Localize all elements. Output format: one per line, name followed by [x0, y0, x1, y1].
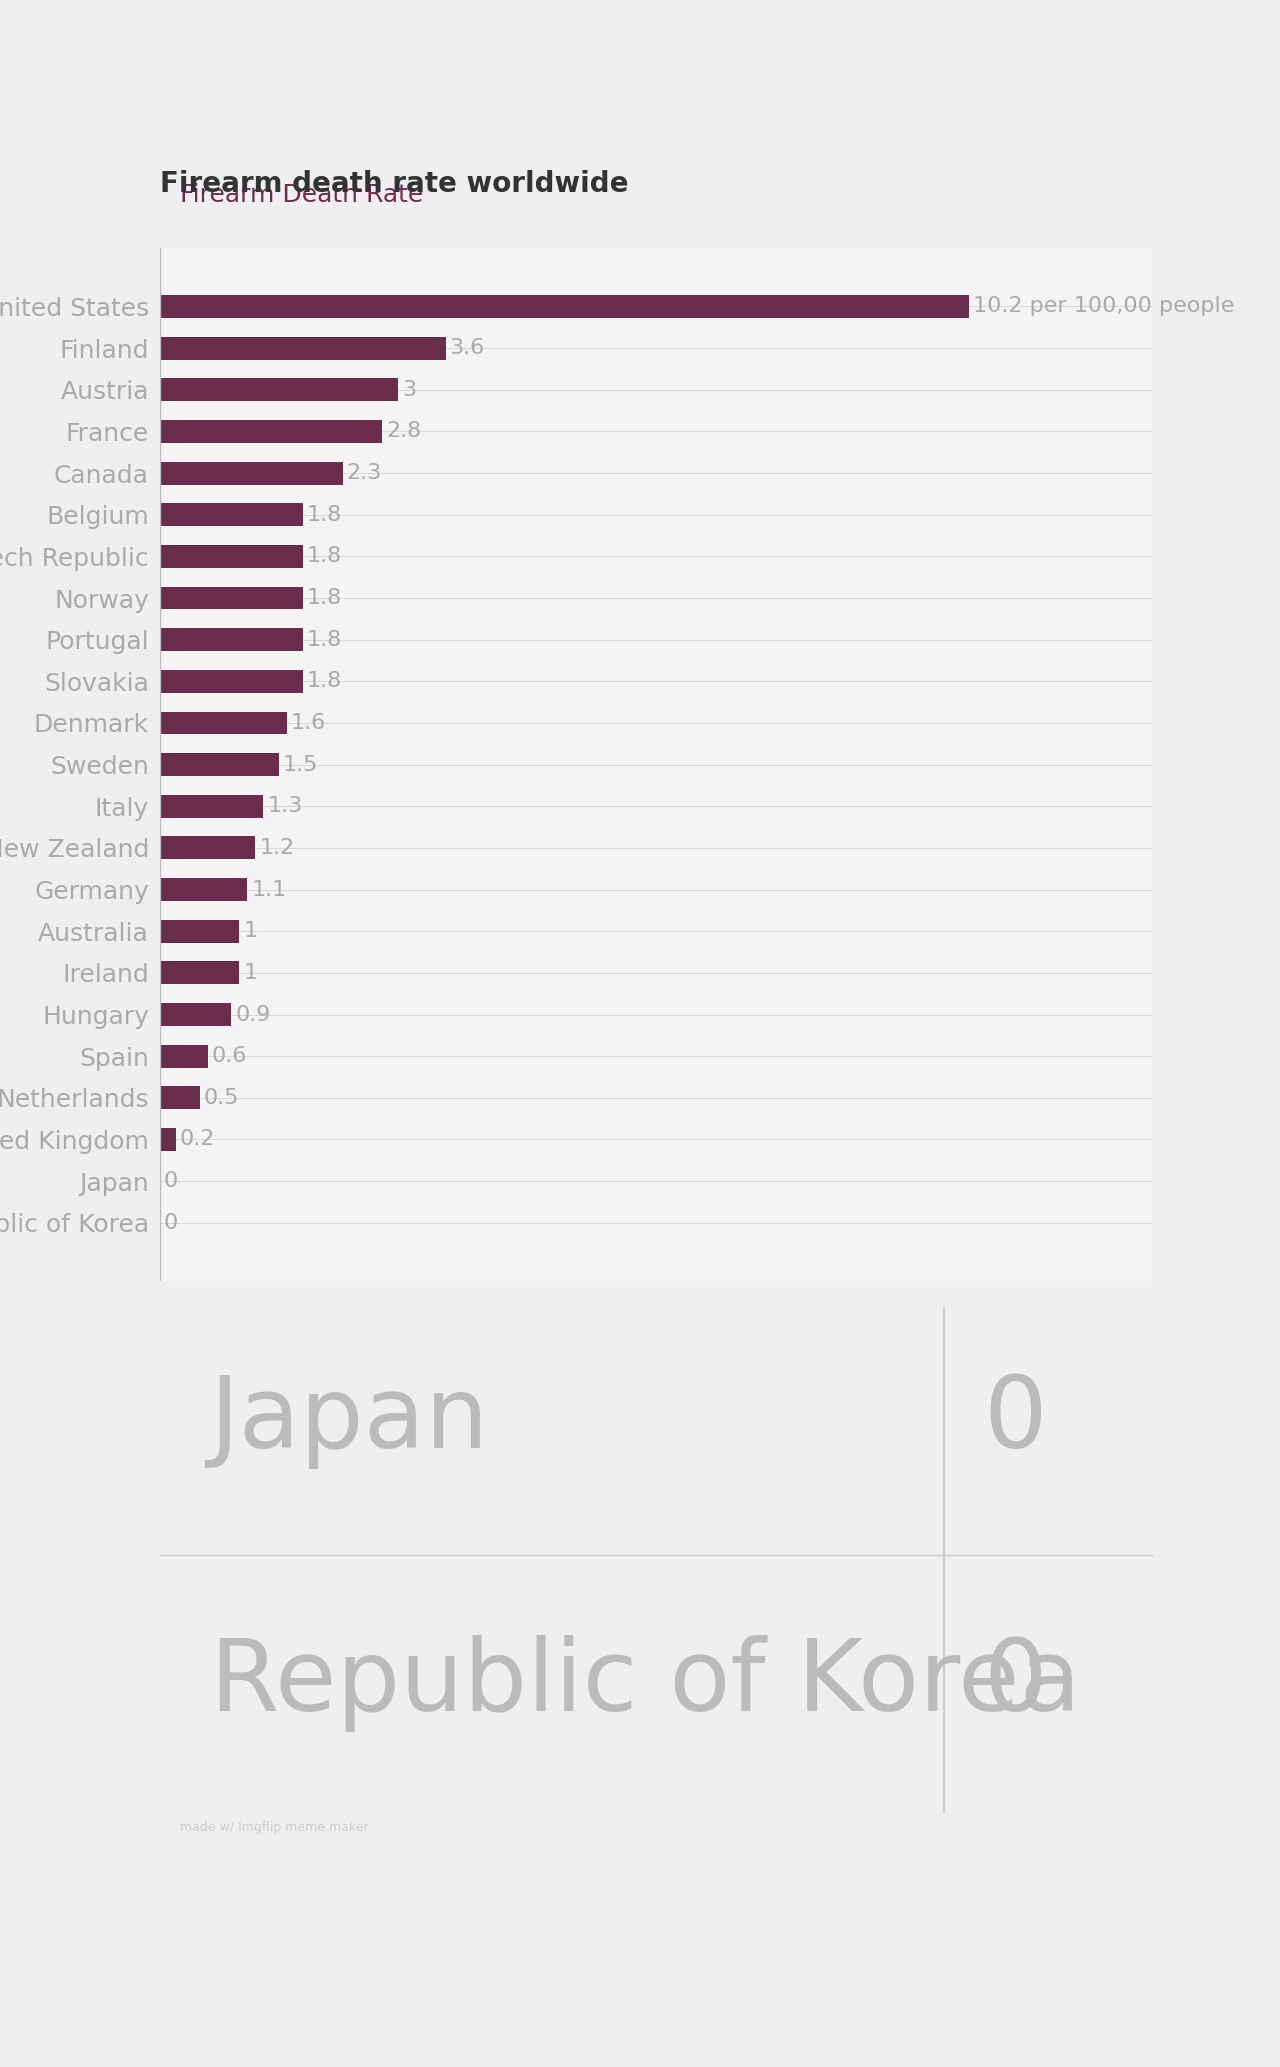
- Text: 1.6: 1.6: [291, 713, 326, 734]
- Text: 1.8: 1.8: [307, 504, 342, 525]
- Text: 1.1: 1.1: [251, 881, 287, 899]
- Text: 0.5: 0.5: [204, 1087, 239, 1108]
- Text: △ T L △ S  |  Data: American Journal of Medicine: △ T L △ S | Data: American Journal of Me…: [160, 1306, 525, 1323]
- Text: 1.8: 1.8: [307, 672, 342, 690]
- Bar: [160, 587, 303, 610]
- Bar: [160, 296, 969, 318]
- Text: 1.5: 1.5: [283, 754, 319, 775]
- Text: 1: 1: [243, 963, 257, 984]
- Text: Republic of Korea: Republic of Korea: [210, 1635, 1080, 1732]
- Text: 0.9: 0.9: [236, 1005, 271, 1025]
- Bar: [160, 752, 279, 775]
- Bar: [160, 337, 445, 360]
- Bar: [160, 420, 383, 442]
- Bar: [160, 628, 303, 651]
- Text: 1.8: 1.8: [307, 587, 342, 608]
- Bar: [160, 961, 239, 984]
- Bar: [160, 1087, 200, 1110]
- Bar: [160, 1129, 175, 1151]
- Text: 1.3: 1.3: [268, 796, 302, 816]
- Bar: [160, 878, 247, 901]
- Bar: [160, 461, 343, 484]
- Bar: [160, 711, 287, 734]
- Text: 1.8: 1.8: [307, 546, 342, 566]
- Bar: [160, 920, 239, 943]
- Text: 0: 0: [164, 1172, 178, 1191]
- Text: 3: 3: [402, 380, 416, 399]
- Bar: [160, 378, 398, 401]
- Text: 2.8: 2.8: [387, 422, 421, 442]
- Text: Firearm death rate worldwide: Firearm death rate worldwide: [160, 169, 628, 198]
- Bar: [160, 837, 255, 860]
- Text: 0: 0: [164, 1213, 178, 1232]
- Bar: [160, 546, 303, 568]
- Bar: [160, 796, 264, 819]
- Text: 1: 1: [243, 922, 257, 940]
- Text: 0: 0: [983, 1635, 1047, 1732]
- Bar: [160, 670, 303, 692]
- Text: 0: 0: [983, 1372, 1047, 1470]
- Text: Japan: Japan: [210, 1372, 489, 1470]
- Text: made w/ Imgflip meme maker: made w/ Imgflip meme maker: [179, 1821, 369, 1833]
- Bar: [160, 1044, 207, 1069]
- Text: 2.3: 2.3: [347, 463, 381, 484]
- Text: 10.2 per 100,00 people: 10.2 per 100,00 people: [973, 296, 1235, 316]
- Text: 1.2: 1.2: [259, 837, 294, 858]
- Text: 0.2: 0.2: [179, 1129, 215, 1149]
- Text: Firearm Death Rate: Firearm Death Rate: [179, 182, 424, 207]
- Text: 0.6: 0.6: [211, 1046, 247, 1067]
- Bar: [160, 1002, 232, 1025]
- Bar: [160, 502, 303, 527]
- Text: 1.8: 1.8: [307, 630, 342, 649]
- Text: 3.6: 3.6: [449, 339, 485, 358]
